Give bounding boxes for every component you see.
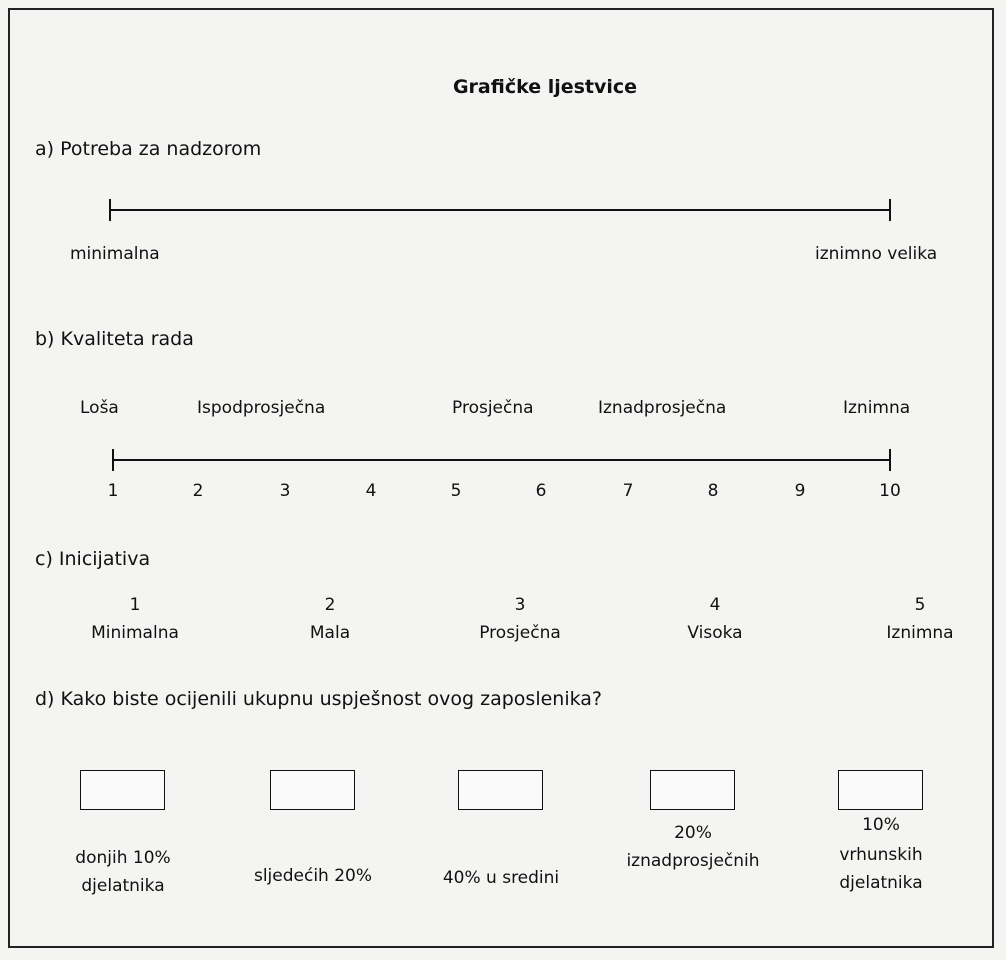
scale-number: 1 bbox=[107, 481, 119, 501]
item-label: Prosječna bbox=[479, 623, 561, 643]
scale-number: 3 bbox=[279, 481, 291, 501]
checkbox[interactable] bbox=[270, 770, 355, 810]
frame bbox=[8, 8, 994, 948]
anchor-label: Loša bbox=[80, 398, 119, 418]
scale-number: 5 bbox=[450, 481, 462, 501]
scale-tick bbox=[109, 199, 111, 221]
scale-line bbox=[110, 209, 890, 211]
checkbox[interactable] bbox=[650, 770, 735, 810]
scale-number: 2 bbox=[192, 481, 204, 501]
section-label: c) Inicijativa bbox=[35, 548, 151, 570]
item-number: 4 bbox=[709, 595, 721, 615]
scale-number: 4 bbox=[365, 481, 377, 501]
item-label: Minimalna bbox=[91, 623, 179, 643]
checkbox[interactable] bbox=[838, 770, 923, 810]
scale-left-label: minimalna bbox=[70, 244, 160, 264]
option-label: vrhunskih bbox=[839, 845, 923, 865]
anchor-label: Iznadprosječna bbox=[598, 398, 727, 418]
section-label: b) Kvaliteta rada bbox=[35, 328, 194, 350]
option-label: 20% bbox=[674, 823, 712, 843]
scale-number: 8 bbox=[707, 481, 719, 501]
item-label: Mala bbox=[309, 623, 351, 643]
option-label: djelatnika bbox=[839, 873, 923, 893]
item-label: Visoka bbox=[687, 623, 743, 643]
item-label: Iznimna bbox=[886, 623, 954, 643]
scale-number: 9 bbox=[794, 481, 806, 501]
option-label: donjih 10% bbox=[75, 848, 171, 868]
scale-tick bbox=[889, 199, 891, 221]
scale-number: 7 bbox=[622, 481, 634, 501]
option-label: djelatnika bbox=[81, 876, 165, 896]
scale-tick bbox=[112, 449, 114, 471]
scale-number: 6 bbox=[535, 481, 547, 501]
section-label: a) Potreba za nadzorom bbox=[35, 138, 262, 160]
option-label: iznadprosječnih bbox=[626, 851, 760, 871]
scale-right-label: iznimno velika bbox=[815, 244, 938, 264]
item-number: 1 bbox=[129, 595, 141, 615]
item-number: 5 bbox=[914, 595, 926, 615]
anchor-label: Prosječna bbox=[452, 398, 534, 418]
anchor-label: Iznimna bbox=[843, 398, 911, 418]
item-number: 2 bbox=[324, 595, 336, 615]
section-label: d) Kako biste ocijenili ukupnu uspješnos… bbox=[35, 688, 603, 710]
scale-line bbox=[113, 459, 890, 461]
option-label: 40% u sredini bbox=[442, 868, 560, 888]
option-label: sljedećih 20% bbox=[253, 866, 373, 886]
item-number: 3 bbox=[514, 595, 526, 615]
checkbox[interactable] bbox=[80, 770, 165, 810]
title: Grafičke ljestvice bbox=[452, 76, 638, 98]
anchor-label: Ispodprosječna bbox=[197, 398, 326, 418]
scale-tick bbox=[889, 449, 891, 471]
checkbox[interactable] bbox=[458, 770, 543, 810]
option-label: 10% bbox=[862, 815, 900, 835]
scale-number: 10 bbox=[879, 481, 901, 501]
